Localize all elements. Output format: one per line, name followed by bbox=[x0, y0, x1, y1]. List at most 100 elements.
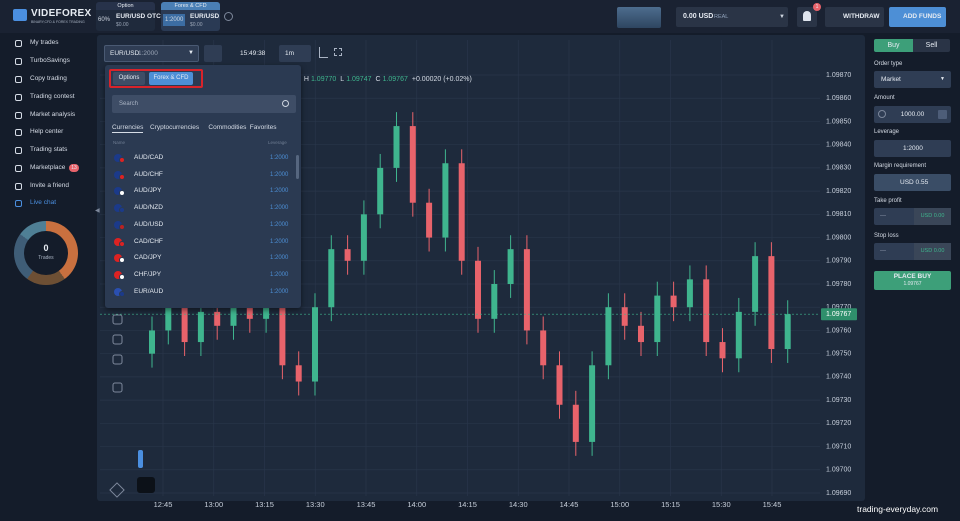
column-header: Name bbox=[113, 140, 126, 145]
amount-minus[interactable] bbox=[878, 110, 886, 118]
column-header: Leverage bbox=[268, 140, 287, 145]
tool-icon bbox=[112, 314, 123, 325]
menu-item[interactable]: TurboSavings bbox=[30, 57, 70, 64]
candle-body bbox=[686, 279, 693, 308]
asset-leverage: 1:2000 bbox=[138, 50, 158, 57]
order-type-select[interactable]: Market bbox=[874, 71, 951, 88]
candle-body bbox=[230, 295, 237, 326]
compare-button[interactable] bbox=[204, 45, 222, 62]
menu-icon bbox=[15, 129, 22, 136]
place-buy[interactable] bbox=[874, 271, 951, 290]
category-tab[interactable]: Commodities bbox=[208, 124, 247, 131]
x-tick-label: 14:45 bbox=[560, 500, 579, 509]
mode-button[interactable]: Options bbox=[113, 72, 145, 85]
ohlc-item: 1.09747 bbox=[346, 76, 372, 83]
amount-input[interactable]: 1000.00 bbox=[874, 106, 951, 123]
flag bbox=[114, 287, 122, 296]
menu-item[interactable]: Trading contest bbox=[30, 93, 75, 100]
tool-icon bbox=[112, 382, 123, 393]
amount-plus[interactable] bbox=[938, 110, 947, 119]
asset-name[interactable]: CAD/JPY bbox=[134, 254, 162, 262]
caret: ▼ bbox=[779, 14, 785, 20]
indicator-button[interactable] bbox=[319, 47, 328, 58]
asset-leverage: 1:2000 bbox=[270, 171, 289, 178]
x-tick-label: 13:45 bbox=[357, 500, 376, 509]
asset-name[interactable]: AUD/USD bbox=[134, 220, 164, 228]
search-box[interactable]: Search bbox=[112, 95, 296, 113]
asset-name[interactable]: AUD/NZD bbox=[134, 204, 163, 212]
y-tick-label: 1.09800 bbox=[826, 234, 851, 241]
x-tick-label: 15:30 bbox=[712, 500, 731, 509]
menu-item[interactable]: My trades bbox=[30, 39, 59, 46]
flag bbox=[114, 154, 122, 162]
buy-tab[interactable]: Buy bbox=[874, 39, 913, 52]
menu-item[interactable]: Copy trading bbox=[30, 75, 67, 82]
y-tick-label: 1.09690 bbox=[826, 490, 851, 497]
menu-item[interactable]: Live chat bbox=[30, 199, 57, 206]
asset-name[interactable]: CHF/JPY bbox=[134, 270, 162, 278]
candle-body bbox=[540, 330, 547, 366]
menu-item[interactable]: Invite a friend bbox=[30, 182, 70, 189]
candle-body bbox=[344, 249, 351, 261]
asset-name[interactable]: AUD/CHF bbox=[134, 170, 163, 178]
asset-leverage: 1:2000 bbox=[270, 221, 289, 228]
y-tick-label: 1.09750 bbox=[826, 351, 851, 358]
ohlc-item: H bbox=[303, 76, 309, 83]
watermark: trading-everyday.com bbox=[857, 504, 939, 514]
input-value: USD 0.00 bbox=[914, 243, 951, 260]
add-tab[interactable] bbox=[224, 12, 233, 21]
asset-select[interactable] bbox=[104, 45, 199, 62]
menu-item[interactable]: Help center bbox=[30, 128, 64, 135]
candle-body bbox=[181, 302, 188, 343]
clock: 15:49:38 bbox=[240, 50, 266, 57]
candle-body bbox=[719, 342, 726, 359]
candle-body bbox=[703, 279, 710, 343]
flag bbox=[119, 157, 125, 163]
category-tab[interactable]: Currencies bbox=[112, 124, 144, 133]
tool-icon bbox=[112, 334, 123, 345]
menu-icon bbox=[15, 112, 22, 119]
category-tab[interactable]: Cryptocurrencies bbox=[150, 124, 200, 131]
ohlc-item: L bbox=[340, 76, 345, 83]
leverage-box[interactable]: 1:2000 bbox=[874, 140, 951, 157]
menu-item[interactable]: Trading stats bbox=[30, 146, 68, 153]
asset-name[interactable]: EUR/AUD bbox=[134, 287, 164, 295]
interval-select[interactable]: 1m bbox=[279, 45, 311, 62]
flag bbox=[119, 290, 125, 297]
y-tick-label: 1.09840 bbox=[826, 142, 851, 149]
candle-body bbox=[360, 214, 367, 261]
menu-icon bbox=[15, 40, 22, 47]
menu-item[interactable]: Marketplace bbox=[30, 164, 66, 171]
last-price-tag bbox=[821, 308, 857, 321]
asset-leverage: 1:2000 bbox=[270, 188, 289, 195]
menu-item[interactable]: Market analysis bbox=[30, 111, 76, 118]
field-label: Margin requirement bbox=[874, 163, 927, 169]
menu-icon bbox=[15, 165, 22, 172]
x-tick-label: 14:15 bbox=[458, 500, 477, 509]
flag bbox=[119, 173, 125, 180]
sell-tab[interactable]: Sell bbox=[913, 39, 950, 52]
flag bbox=[119, 257, 125, 264]
balance-select[interactable] bbox=[676, 7, 788, 27]
x-tick-label: 15:45 bbox=[763, 500, 782, 509]
candle-body bbox=[735, 311, 742, 359]
y-tick-label: 1.09860 bbox=[826, 95, 851, 102]
fullscreen-button[interactable] bbox=[334, 48, 342, 56]
y-tick-label: 1.09710 bbox=[826, 443, 851, 450]
order-type-caret: ▼ bbox=[940, 76, 945, 82]
candle-body bbox=[670, 295, 677, 308]
add-funds[interactable]: ADD FUNDS bbox=[889, 7, 946, 27]
category-tab[interactable]: Favorites bbox=[249, 124, 277, 131]
asset-name[interactable]: CAD/CHF bbox=[134, 237, 163, 245]
tab-label: Forex & CFD bbox=[161, 2, 220, 10]
tool-icon bbox=[112, 354, 123, 365]
mode-button[interactable]: Forex & CFD bbox=[149, 72, 193, 85]
withdraw[interactable]: WITHDRAW bbox=[825, 7, 884, 27]
chest[interactable] bbox=[617, 7, 661, 28]
asset-name[interactable]: AUD/CAD bbox=[134, 154, 164, 161]
asset-name[interactable]: AUD/JPY bbox=[134, 187, 162, 195]
y-tick-label: 1.09730 bbox=[826, 397, 851, 404]
candle-body bbox=[523, 249, 530, 331]
candle-body bbox=[295, 365, 302, 382]
y-tick-label: 1.09870 bbox=[826, 72, 851, 79]
